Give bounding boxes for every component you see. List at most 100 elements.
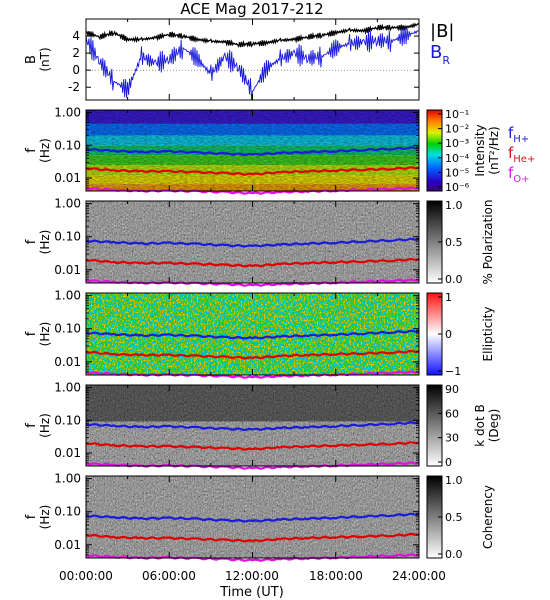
spectrogram-shade [86,385,419,422]
colorbar-tick-label: 0 [445,456,452,469]
y-tick-label: 0.10 [54,505,81,519]
gyro-line-fO [85,461,420,470]
colorbar-title: Ellipticity [481,307,495,362]
colorbar-tick-label: −1 [445,365,461,378]
x-axis-labels: 00:00:00 06:00:00 12:00:00 18:00:00 24:0… [59,569,446,600]
y-tick-label: 0.01 [54,538,81,552]
colorbar-tick-label: 1.0 [445,474,463,487]
colorbar-title: k dot B [473,404,487,446]
colorbar [426,109,443,192]
colorbar-tick-label: 0 [445,328,452,341]
colorbar [426,384,443,467]
colorbar-title: Intensity [473,124,487,176]
gyro-line-fH [85,329,420,340]
gyro-line-fHe [85,532,420,543]
gyro-line-fO [85,553,420,562]
freq-legend: fH+ fHe+ fO+ [508,124,535,185]
y-tick-label: 0.01 [54,355,81,369]
panel-spectrogram-2: 1.00 0.10 0.01 f (Hz) 1.0 0.5 0.0 % Polarization [24,197,495,287]
figure-title: ACE Mag 2017-212 [180,0,323,18]
gyro-line-fHe [85,349,420,360]
top-legend: |B| BR [430,21,454,67]
colorbar-unit: (nT²/Hz) [487,126,501,174]
gyro-line-fO [85,186,420,195]
panel-spectrogram-4: 1.00 0.10 0.01 f (Hz) 90 60 30 0 k dot B (Deg) [24,381,501,470]
panel-spectrogram-3: 1.00 0.10 0.01 f (Hz) 1 0 −1 Ellipticity [24,289,495,379]
y-tick-label: 0.01 [54,171,81,185]
x-tick-label: 12:00:00 [225,569,279,583]
gyro-line-fH [85,421,420,432]
x-tick-label: 18:00:00 [309,569,363,583]
x-tick-label: 24:00:00 [392,569,446,583]
x-tick-label: 06:00:00 [142,569,196,583]
series-br [85,27,420,101]
panel-spectrogram-5: 1.00 0.10 0.01 f (Hz) 1.0 0.5 0.0 Coherency [24,472,495,562]
panel-spectrogram-1: 1.00 0.10 0.01 f (Hz) 10⁻¹ 10⁻²10⁻³ 10⁻⁴10⁻⁵ 10⁻… [24,106,501,195]
legend-fHe: fHe+ [508,144,535,165]
gyro-line-fHe [85,257,420,268]
y-tick-label: 0.10 [54,413,81,427]
y-tick-label: 1.00 [54,197,81,211]
y-axis-title: f [24,331,39,336]
y-axis-title: f [24,148,39,153]
gyro-line-fH [85,146,420,157]
gyro-line-fH [85,237,420,248]
colorbar-tick-label: 1.0 [445,199,463,212]
y-axis-title: f [24,239,39,244]
colorbar-tick-label: 0.5 [445,236,463,249]
panels: 420-2B (nT)1.000.100.01f (Hz)10⁻¹10⁻²10⁻³1… [24,18,501,562]
y-tick-label: 1.00 [54,106,81,120]
y-axis-title: f [24,423,39,428]
gyro-line-fHe [85,166,420,176]
colorbar-tick-label: 10⁻⁵ [445,166,469,179]
y-tick-label: 0.10 [54,230,81,244]
y-tick-label: -2 [68,80,80,94]
y-tick-label: 0.01 [54,446,81,460]
colorbar-title: % Polarization [481,200,495,285]
colorbar-title: Coherency [481,485,495,549]
colorbar-tick-label: 60 [445,407,459,420]
y-tick-label: 2 [72,46,80,60]
legend-btotal: |B| [430,21,454,42]
colorbar-unit: (Deg) [487,409,501,443]
legend-br: BR [430,42,450,67]
y-tick-label: 0 [72,63,80,77]
y-axis-unit: (Hz) [38,413,52,438]
y-axis-unit: (Hz) [38,138,52,163]
series-btotal [85,22,420,48]
y-tick-label: 0.01 [54,263,81,277]
y-axis-title: B [24,55,39,64]
colorbar-tick-label: 30 [445,432,459,445]
y-tick-label: 4 [72,29,80,43]
y-axis-title: f [24,514,39,519]
x-axis-title: Time (UT) [219,585,284,600]
colorbar-tick-label: 0.0 [445,273,463,286]
colorbar-tick-label: 10⁻² [445,123,469,136]
y-axis-unit: (Hz) [38,322,52,347]
colorbar-tick-label: 1 [445,291,452,304]
plot-area [86,19,419,100]
y-tick-label: 0.10 [54,138,81,152]
colorbar-tick-label: 10⁻¹ [445,108,469,121]
gyro-line-fO [85,370,420,379]
colorbar-tick-label: 90 [445,383,459,396]
colorbar-tick-label: 0.5 [445,511,463,524]
gyro-line-fH [85,512,420,523]
y-tick-label: 1.00 [54,472,81,486]
y-tick-label: 1.00 [54,381,81,395]
legend-fO: fO+ [508,164,530,185]
y-tick-label: 1.00 [54,289,81,303]
x-tick-label: 00:00:00 [59,569,113,583]
colorbar-tick-label: 0.0 [445,548,463,561]
y-axis-unit: (Hz) [38,505,52,530]
colorbar-tick-label: 10⁻³ [445,137,469,150]
gyro-line-fHe [85,441,420,451]
y-axis-unit: (nT) [38,47,52,71]
legend-fH: fH+ [508,124,529,145]
y-tick-label: 0.10 [54,322,81,336]
gyro-line-fO [85,278,420,287]
colorbar-tick-label: 10⁻⁴ [445,152,470,165]
colorbar-tick-label: 10⁻⁶ [445,181,470,194]
